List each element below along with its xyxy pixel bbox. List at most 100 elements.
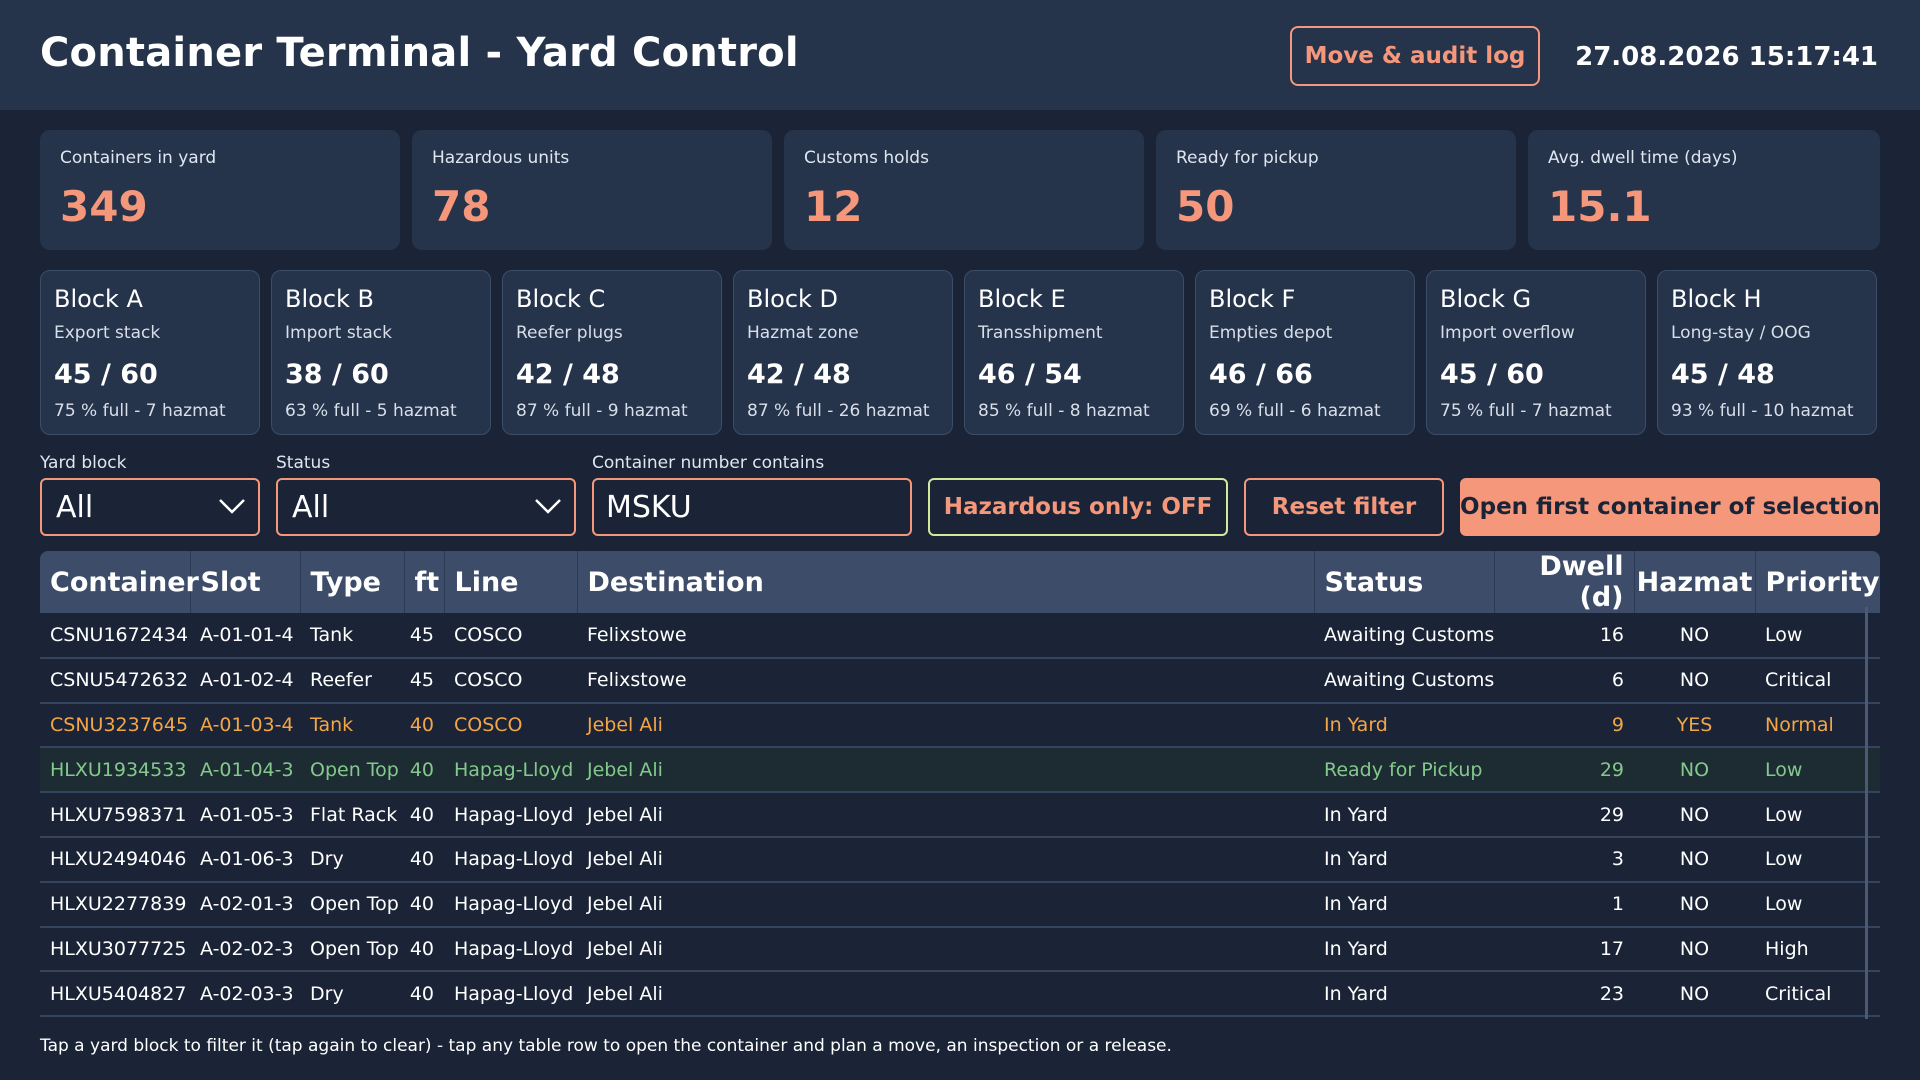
cell-ft: 45 (409, 623, 434, 646)
cell-hazmat: NO (1679, 848, 1710, 871)
block-stats: 75 % full - 7 hazmat (1440, 401, 1612, 421)
cell-slot: A-01-05-3 (200, 803, 294, 826)
block-card-c[interactable]: Block C Reefer plugs 42 / 48 87 % full -… (502, 270, 722, 435)
column-header-line[interactable]: Line (444, 551, 578, 613)
column-header-status[interactable]: Status (1314, 551, 1495, 613)
yard-block-label: Yard block (40, 453, 127, 473)
block-name: Block A (54, 285, 143, 313)
cell-destination: Jebel Ali (587, 713, 663, 736)
block-stats: 87 % full - 9 hazmat (516, 401, 688, 421)
cell-type: Dry (310, 848, 344, 871)
cell-slot: A-01-06-3 (200, 848, 294, 871)
kpi-ready-for-pickup: Ready for pickup 50 (1156, 130, 1516, 250)
block-name: Block G (1440, 285, 1532, 313)
cell-priority: Critical (1765, 982, 1832, 1005)
chevron-down-icon (219, 499, 245, 514)
cell-line: COSCO (454, 623, 523, 646)
kpi-value: 15.1 (1548, 182, 1652, 231)
block-card-h[interactable]: Block H Long-stay / OOG 45 / 48 93 % ful… (1657, 270, 1877, 435)
cell-status: Awaiting Customs (1324, 669, 1494, 692)
table-row[interactable]: HLXU2277839 A-02-01-3 Open Top 40 Hapag-Lloy… (40, 882, 1880, 927)
block-name: Block D (747, 285, 839, 313)
cell-ft: 40 (409, 803, 434, 826)
column-header-slot[interactable]: Slot (190, 551, 301, 613)
cell-line: COSCO (454, 669, 523, 692)
yard-block-select[interactable]: All (40, 478, 260, 536)
column-header-destination[interactable]: Destination (577, 551, 1315, 613)
cell-type: Open Top (310, 937, 399, 960)
cell-slot: A-02-02-3 (200, 937, 294, 960)
open-first-container-button[interactable]: Open first container of selection (1460, 478, 1880, 536)
cell-priority: Normal (1765, 713, 1834, 736)
cell-priority: Critical (1765, 669, 1832, 692)
cell-container: HLXU2277839 (50, 893, 187, 916)
table-row[interactable]: CSNU5472632 A-01-02-4 Reefer 45 COSCO Felixst… (40, 658, 1880, 703)
cell-priority: Low (1765, 623, 1803, 646)
move-audit-log-button[interactable]: Move & audit log (1290, 26, 1540, 86)
table-row[interactable]: CSNU1672434 A-01-01-4 Tank 45 COSCO Felixstow… (40, 613, 1880, 658)
block-name: Block B (285, 285, 375, 313)
hazardous-only-toggle[interactable]: Hazardous only: OFF (928, 478, 1228, 536)
table-row[interactable]: CSNU3237645 A-01-03-4 Tank 40 COSCO Jebel Ali… (40, 703, 1880, 748)
cell-type: Open Top (310, 758, 399, 781)
cell-slot: A-01-02-4 (200, 669, 294, 692)
cell-destination: Jebel Ali (587, 758, 663, 781)
cell-priority: Low (1765, 848, 1803, 871)
column-header-priority[interactable]: Priority (1755, 551, 1880, 613)
block-card-f[interactable]: Block F Empties depot 46 / 66 69 % full … (1195, 270, 1415, 435)
cell-dwell: 29 (1599, 803, 1624, 826)
block-description: Import stack (285, 323, 392, 343)
kpi-hazardous-units: Hazardous units 78 (412, 130, 772, 250)
cell-container: HLXU7598371 (50, 803, 187, 826)
help-text: Tap a yard block to filter it (tap again… (40, 1036, 1172, 1056)
cell-slot: A-01-01-4 (200, 623, 294, 646)
cell-status: In Yard (1324, 982, 1388, 1005)
cell-ft: 40 (409, 713, 434, 736)
cell-slot: A-02-03-3 (200, 982, 294, 1005)
cell-hazmat: NO (1679, 937, 1710, 960)
cell-destination: Jebel Ali (587, 982, 663, 1005)
block-card-g[interactable]: Block G Import overflow 45 / 60 75 % ful… (1426, 270, 1646, 435)
block-description: Import overflow (1440, 323, 1575, 343)
column-header-dwell[interactable]: Dwell (d) (1494, 551, 1635, 613)
cell-dwell: 23 (1599, 982, 1624, 1005)
block-description: Long-stay / OOG (1671, 323, 1811, 343)
cell-line: Hapag-Lloyd (454, 848, 574, 871)
app-title: Container Terminal - Yard Control (40, 30, 799, 76)
cell-destination: Felixstowe (587, 669, 687, 692)
table-row[interactable]: HLXU1934533 A-01-04-3 Open Top 40 Hapag-Lloy… (40, 747, 1880, 793)
block-card-a[interactable]: Block A Export stack 45 / 60 75 % full -… (40, 270, 260, 435)
column-header-type[interactable]: Type (300, 551, 405, 613)
cell-priority: Low (1765, 803, 1803, 826)
container-table: Container Slot Type ft Line Destination … (40, 551, 1880, 1021)
table-row[interactable]: HLXU7598371 A-01-05-3 Flat Rack 40 Hapag-Llo… (40, 792, 1880, 837)
column-header-container[interactable]: Container (40, 551, 199, 613)
reset-filter-button[interactable]: Reset filter (1244, 478, 1444, 536)
container-search-input[interactable] (592, 478, 912, 536)
column-header-ft[interactable]: ft (404, 551, 445, 613)
kpi-value: 12 (804, 182, 863, 231)
cell-line: Hapag-Lloyd (454, 758, 574, 781)
table-row[interactable]: HLXU3077725 A-02-02-3 Open Top 40 Hapag-Lloy… (40, 927, 1880, 972)
status-select[interactable]: All (276, 478, 576, 536)
block-occupancy: 46 / 66 (1209, 359, 1313, 390)
cell-dwell: 16 (1599, 623, 1624, 646)
block-card-e[interactable]: Block E Transshipment 46 / 54 85 % full … (964, 270, 1184, 435)
cell-line: COSCO (454, 713, 523, 736)
container-search-label: Container number contains (592, 453, 825, 473)
cell-type: Dry (310, 982, 344, 1005)
kpi-label: Hazardous units (432, 148, 570, 168)
block-stats: 69 % full - 6 hazmat (1209, 401, 1381, 421)
cell-container: HLXU1934533 (50, 758, 187, 781)
table-row[interactable]: HLXU2494046 A-01-06-3 Dry 40 Hapag-Lloyd Jebe… (40, 837, 1880, 882)
cell-ft: 40 (409, 758, 434, 781)
column-header-hazmat[interactable]: Hazmat (1634, 551, 1756, 613)
block-card-d[interactable]: Block D Hazmat zone 42 / 48 87 % full - … (733, 270, 953, 435)
cell-status: In Yard (1324, 713, 1388, 736)
block-card-b[interactable]: Block B Import stack 38 / 60 63 % full -… (271, 270, 491, 435)
cell-destination: Jebel Ali (587, 893, 663, 916)
table-scrollbar[interactable] (1865, 607, 1868, 1019)
table-row[interactable]: HLXU5404827 A-02-03-3 Dry 40 Hapag-Lloyd Jebe… (40, 971, 1880, 1017)
cell-hazmat: NO (1679, 893, 1710, 916)
cell-line: Hapag-Lloyd (454, 982, 574, 1005)
